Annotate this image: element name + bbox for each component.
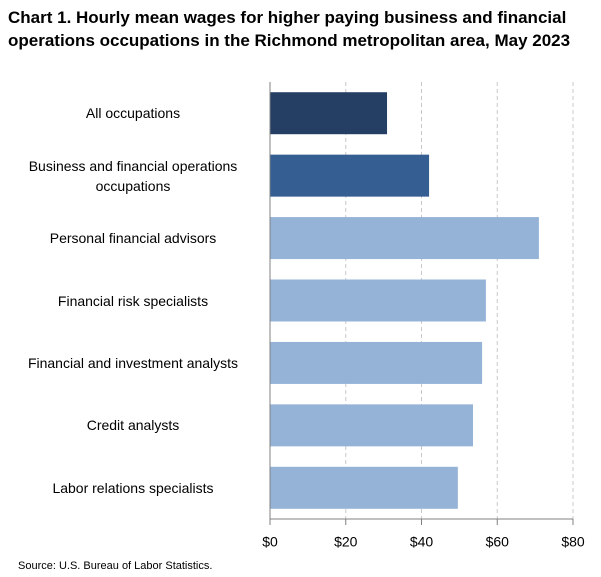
x-tick-label: $0 xyxy=(262,534,278,550)
x-tick-label: $40 xyxy=(410,534,434,550)
x-tick-label: $20 xyxy=(334,534,358,550)
y-tick-label: Credit analysts xyxy=(86,417,180,434)
bar xyxy=(270,341,483,384)
y-tick-label: Labor relations specialists xyxy=(52,479,214,496)
bar xyxy=(270,92,388,135)
bar xyxy=(270,154,430,197)
y-tick-label: Personal financial advisors xyxy=(49,230,217,247)
y-tick-label: Business and financial operations occupa… xyxy=(28,157,238,194)
y-tick-label: Financial risk specialists xyxy=(57,292,209,309)
x-tick-label: $80 xyxy=(561,534,585,550)
x-tick-label: $60 xyxy=(486,534,510,550)
bar xyxy=(270,217,539,260)
source-note: Source: U.S. Bureau of Labor Statistics. xyxy=(18,560,213,572)
bar xyxy=(270,466,458,509)
bar xyxy=(270,404,474,447)
chart-title: Chart 1. Hourly mean wages for higher pa… xyxy=(8,8,571,50)
y-tick-label: Financial and investment analysts xyxy=(27,354,239,371)
y-tick-label: All occupations xyxy=(85,105,181,122)
bar xyxy=(270,279,486,322)
